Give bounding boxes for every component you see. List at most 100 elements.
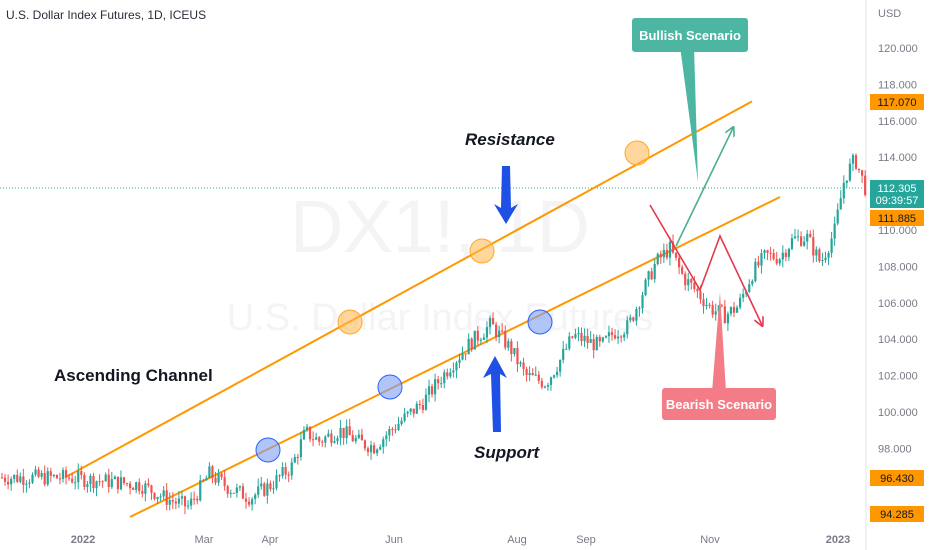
candle [519, 360, 522, 367]
candle [89, 473, 92, 492]
candle [854, 153, 858, 170]
level-tag-117: 117.070 [870, 94, 924, 110]
candle [284, 462, 287, 480]
candle [827, 250, 830, 265]
candle [507, 338, 510, 351]
candle [409, 408, 412, 415]
candle [589, 331, 592, 343]
level-tag-96: 96.430 [870, 470, 924, 486]
candle [74, 475, 77, 490]
candle [394, 424, 397, 434]
candle [388, 426, 391, 442]
candle [604, 335, 607, 339]
bullish-callout-box[interactable] [632, 18, 748, 52]
candle [455, 360, 458, 379]
candle [577, 326, 580, 342]
candle [647, 270, 650, 287]
candle [278, 474, 281, 482]
candle [656, 252, 659, 266]
candle [55, 474, 58, 479]
candle [40, 470, 43, 480]
candle [71, 472, 74, 484]
candle [34, 465, 37, 477]
candle [598, 334, 601, 347]
candle [275, 469, 278, 491]
candle [861, 169, 864, 183]
candle [144, 480, 147, 502]
y-tick-label: 106.000 [878, 298, 918, 310]
candle [824, 251, 827, 263]
candle [464, 353, 467, 361]
candle [257, 478, 260, 498]
candle [68, 474, 71, 481]
candle [443, 369, 446, 389]
candle [839, 190, 842, 210]
svg-text:96.430: 96.430 [880, 473, 914, 485]
candle [711, 300, 714, 318]
candle [110, 471, 113, 489]
candle [543, 385, 546, 389]
candle [650, 267, 653, 281]
candle [186, 500, 190, 510]
candle [22, 468, 25, 493]
candle [702, 292, 705, 314]
candle [260, 476, 263, 490]
candle [434, 373, 437, 402]
candle [46, 467, 49, 487]
candle [156, 496, 159, 504]
candle [546, 382, 550, 391]
level-tag-111: 111.885 [870, 210, 924, 226]
candle [620, 334, 623, 343]
support-label: Support [474, 443, 540, 462]
candle [623, 331, 626, 341]
candle [595, 334, 598, 351]
candle [635, 306, 638, 326]
candle [211, 464, 214, 484]
candle [318, 435, 321, 446]
candle [83, 472, 86, 490]
bearish-callout-box[interactable] [662, 388, 776, 420]
candle [784, 249, 787, 262]
channel-lower-line[interactable] [129, 196, 781, 518]
candle [119, 470, 123, 491]
candle [397, 416, 400, 431]
candle [571, 335, 574, 339]
candle [77, 463, 80, 490]
x-axis[interactable]: 2022 Mar Apr Jun Aug Sep Nov 2023 [71, 534, 850, 546]
candle [342, 427, 345, 445]
candle [629, 314, 632, 323]
candle [607, 325, 611, 343]
bearish-callout-pointer [712, 292, 726, 392]
candle [440, 376, 443, 388]
candle [653, 258, 656, 283]
last-price-tag: 112.305 09:39:57 [870, 180, 924, 208]
candle [787, 247, 790, 261]
candle [385, 431, 388, 447]
candle [0, 472, 4, 479]
candle [833, 216, 836, 246]
candle [171, 492, 174, 509]
x-tick-label: Sep [576, 534, 596, 546]
candle [485, 321, 489, 344]
candle [25, 480, 28, 493]
level-tag-94: 94.285 [870, 506, 924, 522]
candle [800, 231, 803, 247]
candle [678, 254, 681, 275]
candle [772, 248, 775, 261]
candle [482, 333, 485, 341]
candle [769, 246, 772, 261]
candle [3, 474, 7, 486]
x-tick-label: Mar [195, 534, 214, 546]
candle [302, 426, 306, 441]
channel-upper-line[interactable] [64, 100, 753, 479]
candle [95, 480, 98, 497]
candle [803, 235, 806, 247]
bullish-callout-label: Bullish Scenario [639, 28, 741, 43]
candle [449, 368, 452, 379]
candle [86, 480, 89, 493]
candle [351, 430, 354, 442]
support-arrow-icon [483, 356, 507, 432]
candle [366, 446, 370, 457]
candle [742, 288, 745, 303]
